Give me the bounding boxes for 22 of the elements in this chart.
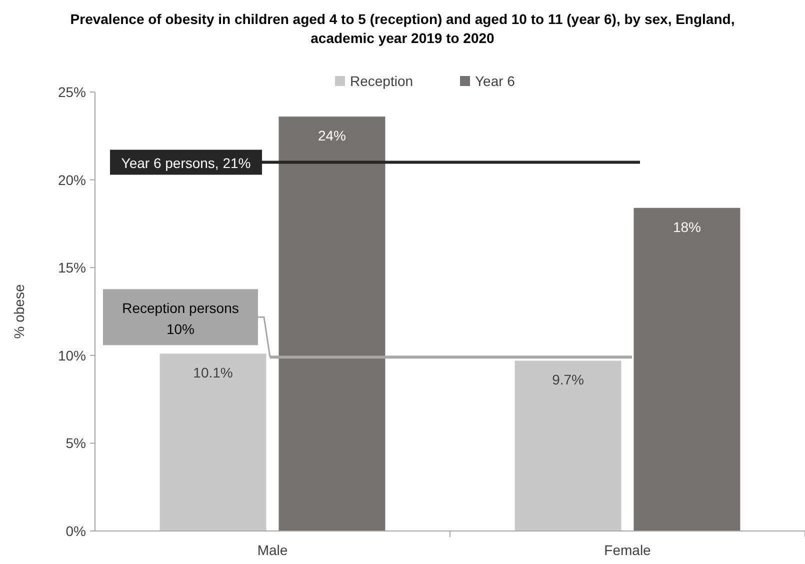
- data-label: 24%: [318, 128, 346, 144]
- ref-line-label: Reception persons 10%: [122, 300, 239, 338]
- legend-label: Year 6: [475, 73, 516, 89]
- x-tick-label: Male: [257, 542, 288, 558]
- y-tick-label: 0%: [66, 523, 86, 539]
- x-tick-label: Female: [604, 542, 652, 558]
- y-tick-label: 20%: [58, 172, 86, 188]
- legend-label: Reception: [350, 73, 414, 89]
- data-label: 10.1%: [193, 364, 233, 381]
- data-label: 18%: [672, 218, 701, 235]
- chart-title: Prevalence of obesity in children aged 4 to 5 (reception) and aged 10 to 11 (year 6), by sex, England, academic year 2019 to 2020: [70, 11, 735, 46]
- y-tick-label: 10%: [58, 347, 86, 364]
- y-axis-title: % obese: [11, 284, 27, 339]
- bar: [634, 208, 740, 531]
- bar: [160, 354, 266, 531]
- ref-line-label: Year 6 persons, 21%: [121, 155, 251, 172]
- y-tick-label: 5%: [66, 435, 86, 452]
- y-tick-label: 15%: [58, 260, 86, 276]
- data-label: 9.7%: [552, 372, 584, 388]
- y-tick-label: 25%: [58, 84, 86, 100]
- bar: [514, 360, 622, 531]
- bar: [278, 116, 386, 531]
